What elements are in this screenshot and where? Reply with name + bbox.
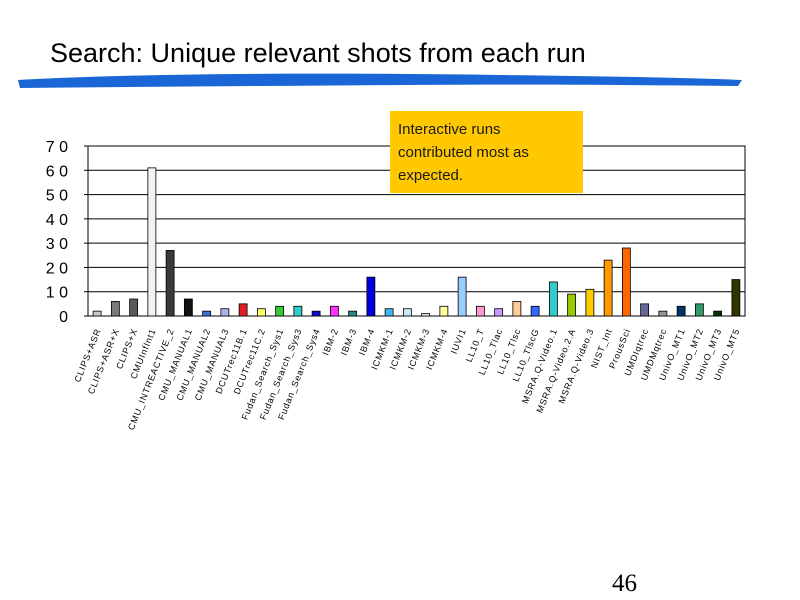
bar <box>494 308 504 317</box>
bar <box>658 310 668 317</box>
y-tick-label: 2 0 <box>46 260 68 277</box>
page-number: 46 <box>612 570 637 597</box>
y-tick-label: 4 0 <box>46 212 68 229</box>
bar <box>311 310 321 317</box>
bar <box>530 305 540 317</box>
bar <box>293 305 303 317</box>
bar <box>585 288 595 317</box>
bar <box>713 310 723 317</box>
bar <box>694 303 704 317</box>
bar <box>165 250 175 317</box>
bar <box>256 308 266 317</box>
y-tick-label: 5 0 <box>46 188 68 205</box>
x-tick-label: IBM-4 <box>357 327 377 357</box>
bar <box>731 279 741 317</box>
callout-text: Interactive runs contributed most as exp… <box>398 121 529 184</box>
slide-title: Search: Unique relevant shots from each … <box>50 38 586 68</box>
bar <box>220 308 230 317</box>
bar <box>512 301 522 317</box>
bar <box>329 305 339 317</box>
y-tick-label: 6 0 <box>46 163 68 180</box>
bar <box>92 310 102 317</box>
bar <box>110 301 120 317</box>
bar <box>548 281 558 317</box>
title-underline-stroke <box>18 73 742 88</box>
bar <box>202 310 212 317</box>
bar <box>183 298 193 317</box>
bar <box>475 305 485 317</box>
callout-box: Interactive runs contributed most as exp… <box>390 111 583 193</box>
bar <box>238 303 248 317</box>
bar <box>129 298 139 317</box>
bar <box>147 167 157 317</box>
y-tick-label: 0 <box>59 309 68 326</box>
y-tick-label: 1 0 <box>46 285 68 302</box>
bar <box>275 305 285 317</box>
bar <box>439 305 449 317</box>
y-tick-label: 7 0 <box>46 139 68 156</box>
bar <box>366 276 376 317</box>
bar <box>676 305 686 317</box>
bar <box>621 247 631 317</box>
bar <box>640 303 650 317</box>
bar <box>603 259 613 317</box>
bar <box>402 308 412 317</box>
x-tick-label: IBM-3 <box>339 327 359 357</box>
x-tick-label: IUVI1 <box>449 327 468 355</box>
bar <box>384 308 394 317</box>
x-tick-label: IBM-2 <box>320 327 340 357</box>
bar <box>567 293 577 317</box>
bar <box>421 313 431 317</box>
y-tick-label: 3 0 <box>46 236 68 253</box>
bar <box>348 310 358 317</box>
bar <box>457 276 467 317</box>
